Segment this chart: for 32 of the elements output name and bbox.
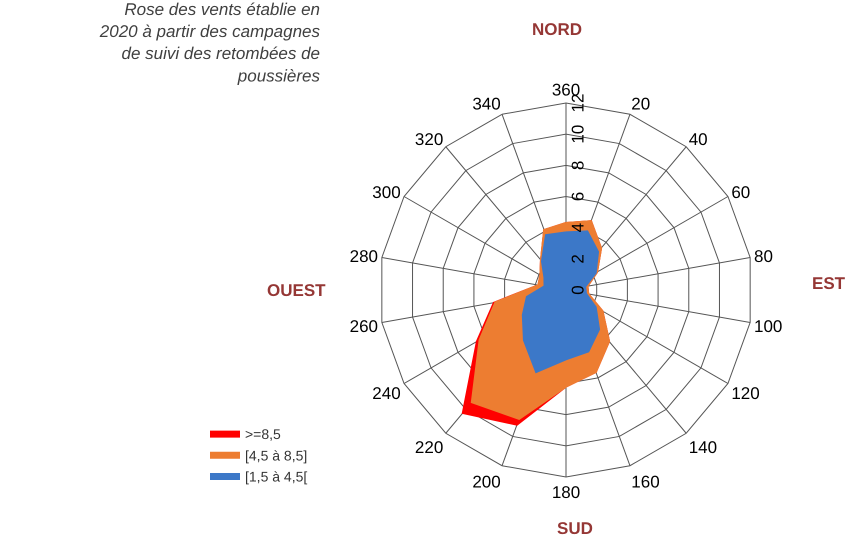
- spoke-label: 280: [350, 247, 378, 266]
- spoke-label: 320: [414, 130, 444, 149]
- legend-label: [4,5 à 8,5]: [245, 447, 308, 464]
- spoke-label: 120: [731, 384, 760, 404]
- y-tick-label: 10: [568, 124, 588, 144]
- text: OUEST: [267, 281, 326, 300]
- legend-label: [1,5 à 4,5[: [245, 468, 308, 484]
- y-tick-label: 8: [568, 160, 588, 170]
- spoke-label: 140: [688, 438, 718, 458]
- y-tick-label: 0: [568, 285, 588, 295]
- spoke-label: 160: [631, 472, 660, 492]
- y-tick-label: 2: [568, 254, 588, 264]
- spoke-label: 260: [350, 316, 378, 336]
- spoke-label: 340: [472, 94, 501, 114]
- spoke-label: 100: [754, 316, 782, 336]
- text: EST: [812, 274, 846, 293]
- spoke-label: 80: [754, 247, 773, 266]
- spoke-label: 180: [552, 482, 580, 502]
- chart-title: Rose des vents établie en 2020 à partir des campagnes de suivi des retombées de poussières: [98, 0, 320, 86]
- y-tick-label: 4: [568, 222, 588, 232]
- spoke-label: 20: [631, 94, 650, 114]
- spoke-label: 240: [372, 384, 401, 404]
- text: NORD: [532, 20, 582, 39]
- text: SUD: [557, 519, 593, 538]
- spoke-label: 60: [731, 183, 750, 202]
- spoke-label: 220: [414, 438, 444, 458]
- spoke-label: 40: [688, 130, 708, 149]
- y-tick-label: 12: [568, 94, 588, 112]
- legend-label: >=8,5: [245, 426, 282, 442]
- spoke-label: 200: [472, 472, 501, 492]
- spoke-label: 300: [372, 183, 401, 202]
- y-tick-label: 6: [568, 192, 588, 202]
